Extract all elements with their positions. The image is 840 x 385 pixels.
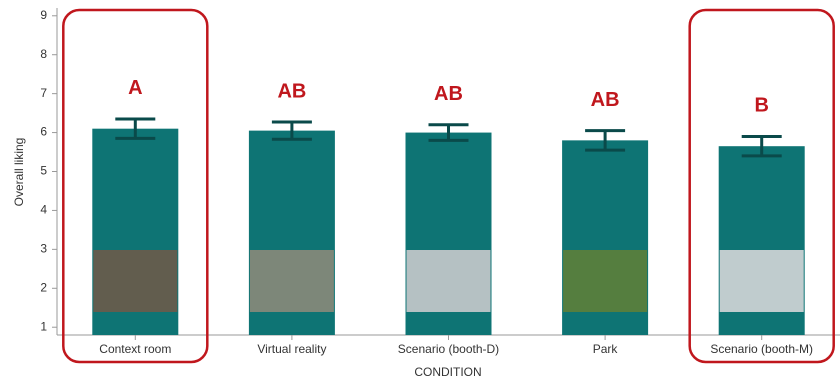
y-tick-label: 1 <box>40 319 47 333</box>
x-tick-label: Virtual reality <box>257 342 326 356</box>
significance-letter: AB <box>434 83 463 105</box>
x-axis-label: CONDITION <box>414 365 481 379</box>
significance-letter: AB <box>277 80 306 102</box>
bar-photo <box>563 250 648 312</box>
y-tick-label: 6 <box>40 125 47 139</box>
bar-photo <box>93 250 178 312</box>
y-tick-label: 3 <box>40 242 47 256</box>
y-tick-label: 7 <box>40 86 47 100</box>
x-tick-label: Scenario (booth-M) <box>710 342 813 356</box>
x-tick-label: Park <box>593 342 619 356</box>
highlight-box <box>62 8 209 364</box>
x-tick-label: Scenario (booth-D) <box>398 342 499 356</box>
significance-letter: A <box>128 77 142 99</box>
y-tick-label: 9 <box>40 8 47 22</box>
y-tick-label: 8 <box>40 47 47 61</box>
significance-letter: AB <box>591 89 620 111</box>
x-tick-label: Context room <box>99 342 171 356</box>
y-tick-label: 5 <box>40 164 47 178</box>
y-tick-label: 2 <box>40 280 47 294</box>
bar-photo <box>719 250 804 312</box>
highlight-box <box>688 8 835 364</box>
significance-letter: B <box>754 95 768 117</box>
bar-photo <box>249 250 334 312</box>
y-tick-label: 4 <box>40 203 47 217</box>
bar-photo <box>406 250 491 312</box>
y-axis-label: Overall liking <box>12 138 26 207</box>
